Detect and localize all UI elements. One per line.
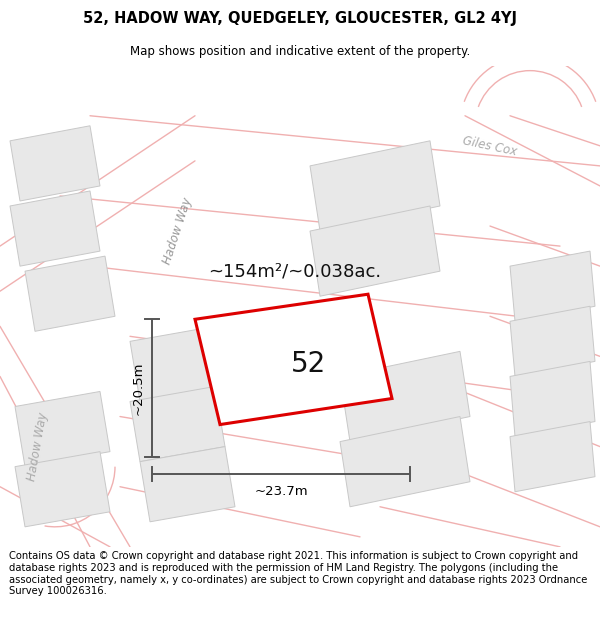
Text: ~20.5m: ~20.5m	[131, 361, 145, 415]
Polygon shape	[510, 421, 595, 492]
Polygon shape	[130, 386, 225, 462]
Polygon shape	[130, 326, 225, 401]
Text: Hadow Way: Hadow Way	[26, 411, 50, 482]
Polygon shape	[310, 206, 440, 296]
Text: 52: 52	[291, 350, 326, 378]
Text: Contains OS data © Crown copyright and database right 2021. This information is : Contains OS data © Crown copyright and d…	[9, 551, 587, 596]
Text: ~23.7m: ~23.7m	[254, 485, 308, 498]
Polygon shape	[140, 447, 235, 522]
Polygon shape	[15, 391, 110, 467]
Polygon shape	[10, 126, 100, 201]
Text: ~154m²/~0.038ac.: ~154m²/~0.038ac.	[208, 262, 382, 280]
Polygon shape	[340, 416, 470, 507]
Polygon shape	[15, 452, 110, 527]
Polygon shape	[310, 141, 440, 231]
Polygon shape	[510, 306, 595, 376]
Polygon shape	[25, 256, 115, 331]
Text: Giles Cox: Giles Cox	[461, 134, 518, 158]
Polygon shape	[510, 251, 595, 321]
Text: 52, HADOW WAY, QUEDGELEY, GLOUCESTER, GL2 4YJ: 52, HADOW WAY, QUEDGELEY, GLOUCESTER, GL…	[83, 11, 517, 26]
Polygon shape	[510, 361, 595, 437]
Polygon shape	[195, 294, 392, 424]
Text: Map shows position and indicative extent of the property.: Map shows position and indicative extent…	[130, 46, 470, 58]
Polygon shape	[340, 351, 470, 442]
Polygon shape	[10, 191, 100, 266]
Text: Hadow Way: Hadow Way	[161, 196, 195, 266]
